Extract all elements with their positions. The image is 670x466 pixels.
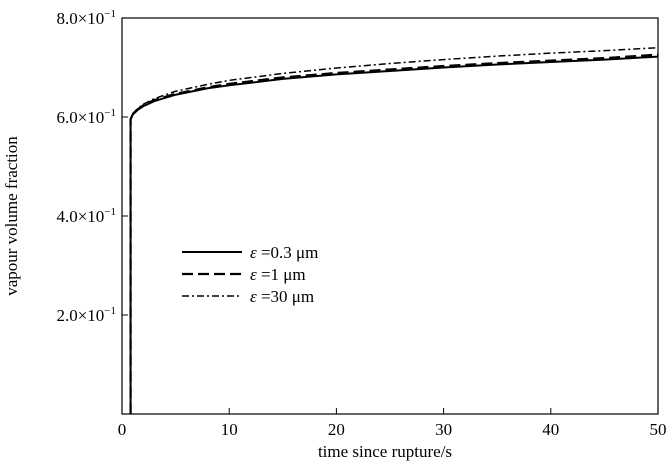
y-tick-label: 6.0×10−1 [56,107,116,127]
y-axis-title: vapour volume fraction [2,136,21,296]
series-line-1 [129,55,659,414]
y-tick-label: 8.0×10−1 [56,8,116,28]
x-tick-label: 30 [435,420,452,439]
axis-ticks: 0 10 20 30 40 50 2.0×10−1 4.0×10−1 6.0×10−1 8.0×1… [56,8,666,439]
legend-label-1: ε =0.3 μm [250,243,318,262]
series-line-3 [129,46,659,414]
legend-label-3: ε =30 μm [250,287,314,306]
series-layer [129,46,659,414]
legend: ε =0.3 μm ε =1 μm ε =30 μm [182,243,318,306]
x-tick-label: 0 [118,420,127,439]
y-tick-label: 2.0×10−1 [56,305,116,325]
x-tick-label: 20 [328,420,345,439]
x-axis-title: time since rupture/s [318,442,452,461]
y-tick-label: 4.0×10−1 [56,206,116,226]
plot-frame [121,17,659,415]
series-line-2 [129,53,659,414]
x-tick-label: 50 [650,420,667,439]
legend-label-2: ε =1 μm [250,265,306,284]
x-tick-label: 10 [221,420,238,439]
x-tick-label: 40 [542,420,559,439]
